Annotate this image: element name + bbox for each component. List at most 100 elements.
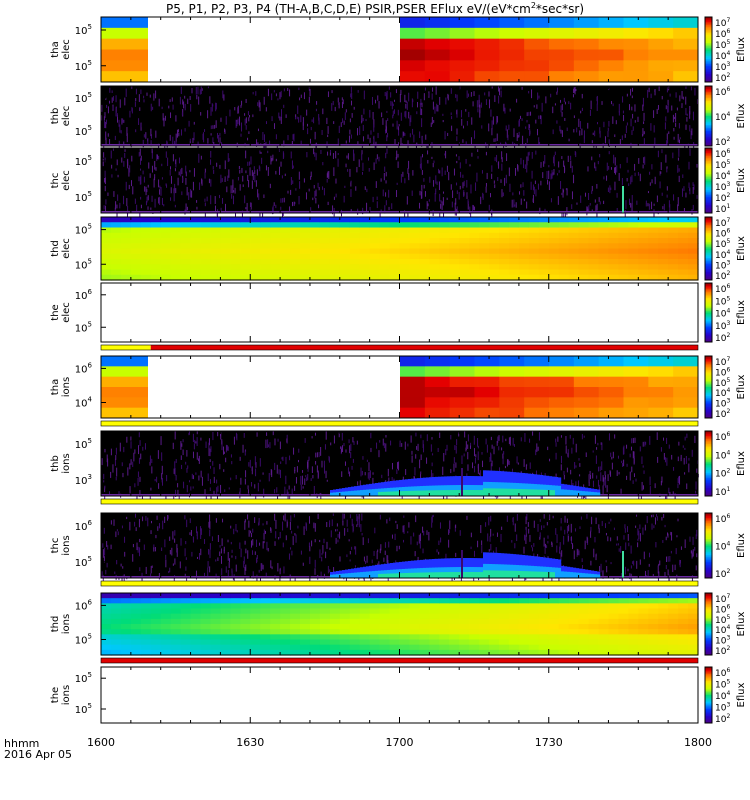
flag-segment	[150, 345, 698, 350]
colorbar-label: Eflux	[736, 103, 747, 128]
flag-segment	[101, 421, 698, 426]
colorbar-tick-label: 106	[715, 513, 730, 525]
y-axis-label-thd-ions: thdions	[50, 614, 72, 634]
colorbar-tick-label: 102	[715, 270, 730, 282]
colorbar-label: Eflux	[736, 682, 747, 707]
y-tick-label: 105	[75, 257, 92, 271]
colorbar-tick-label: 106	[715, 667, 730, 679]
colorbar-thb-ions: 106 104 102 101 Eflux	[704, 430, 747, 498]
quality-flag-bar	[100, 498, 699, 505]
x-axis-date-label: 2016 Apr 05	[4, 748, 73, 761]
colorbar-tick-label: 102	[715, 645, 730, 657]
y-axis-label-the-ions: theions	[50, 685, 72, 705]
spectrogram-tha-elec	[101, 17, 699, 83]
colorbar-tick-label: 104	[715, 308, 730, 320]
colorbar-label: Eflux	[736, 168, 747, 193]
y-tick-label: 105	[75, 633, 92, 647]
colorbar-tick-label: 102	[715, 713, 730, 725]
colorbar-tick-label: 106	[715, 431, 730, 443]
y-tick-label: 105	[75, 555, 92, 569]
colorbar-tick-label: 105	[715, 295, 730, 307]
colorbar-tick-label: 105	[715, 679, 730, 691]
colorbar-tick-label: 104	[715, 449, 730, 461]
colorbar-label: Eflux	[736, 300, 747, 325]
y-tick-label: 103	[75, 473, 92, 487]
colorbar-tick-label: 102	[715, 136, 730, 148]
panel-frame	[100, 666, 699, 724]
colorbar-label: Eflux	[736, 611, 747, 636]
spectrogram-thd-ions	[101, 593, 699, 656]
y-axis-label-thb-elec: thbelec	[50, 106, 72, 127]
y-tick-label: 105	[75, 23, 92, 37]
y-tick-label: 105	[75, 223, 92, 237]
y-axis-label-tha-ions: thaions	[50, 377, 72, 397]
colorbar-label: Eflux	[736, 236, 747, 261]
flag-segment	[101, 345, 151, 350]
colorbar-tick-label: 104	[715, 690, 730, 702]
colorbar-tick-label: 102	[715, 408, 730, 420]
colorbar-tick-label: 106	[715, 283, 730, 295]
y-axis-label-tha-elec: thaelec	[50, 39, 72, 60]
x-tick-label: 1630	[236, 736, 264, 749]
x-tick-label: 1730	[535, 736, 563, 749]
y-tick-label: 105	[75, 124, 92, 138]
spectrogram-tha-ions	[101, 356, 699, 419]
y-tick-label: 106	[75, 288, 93, 302]
colorbar-tick-label: 104	[715, 111, 730, 123]
colorbar-tick-label: 103	[715, 320, 730, 332]
x-tick-label: 1600	[87, 736, 115, 749]
colorbar-label: Eflux	[736, 37, 747, 62]
y-tick-label: 105	[75, 671, 92, 685]
quality-flag-bar	[100, 420, 699, 427]
colorbar-thb-elec: 106 104 102 Eflux	[704, 85, 747, 148]
y-tick-label: 105	[75, 437, 92, 451]
spectrogram-thb-elec	[101, 86, 699, 154]
y-axis-label-thb-ions: thbions	[50, 453, 72, 473]
colorbar-tick-label: 103	[715, 702, 730, 714]
x-axis-unit-label: hhmm	[4, 737, 40, 750]
spectrogram-thc-ions	[101, 513, 698, 586]
x-tick-label: 1800	[684, 736, 712, 749]
y-tick-label: 105	[75, 59, 92, 73]
colorbar-tick-label: 101	[715, 486, 730, 498]
x-tick-label: 1700	[386, 736, 414, 749]
y-axis-label-the-elec: theelec	[50, 302, 72, 323]
y-axis-label-thd-elec: thdelec	[50, 238, 72, 259]
colorbar-label: Eflux	[736, 533, 747, 558]
quality-flag-bar	[100, 580, 699, 587]
y-tick-label: 105	[75, 190, 92, 204]
y-axis-label-thc-ions: thcions	[50, 535, 72, 555]
colorbar-tick-label: 102	[715, 568, 730, 580]
y-tick-label: 106	[75, 519, 93, 533]
colorbar-label: Eflux	[736, 451, 747, 476]
quality-flag-bar	[100, 657, 699, 664]
y-tick-label: 105	[75, 154, 92, 168]
y-tick-label: 105	[75, 320, 92, 334]
y-tick-label: 105	[75, 91, 92, 105]
colorbar-label: Eflux	[736, 374, 747, 399]
y-tick-label: 105	[75, 702, 92, 716]
y-tick-label: 104	[75, 396, 93, 410]
flag-segment	[101, 658, 698, 663]
panel-frame	[100, 282, 699, 343]
colorbar-tick-label: 106	[715, 86, 730, 98]
y-tick-label: 106	[75, 598, 93, 612]
colorbar-tick-label: 104	[715, 541, 730, 553]
chart-title: P5, P1, P2, P3, P4 (TH-A,B,C,D,E) PSIR,P…	[165, 1, 585, 16]
